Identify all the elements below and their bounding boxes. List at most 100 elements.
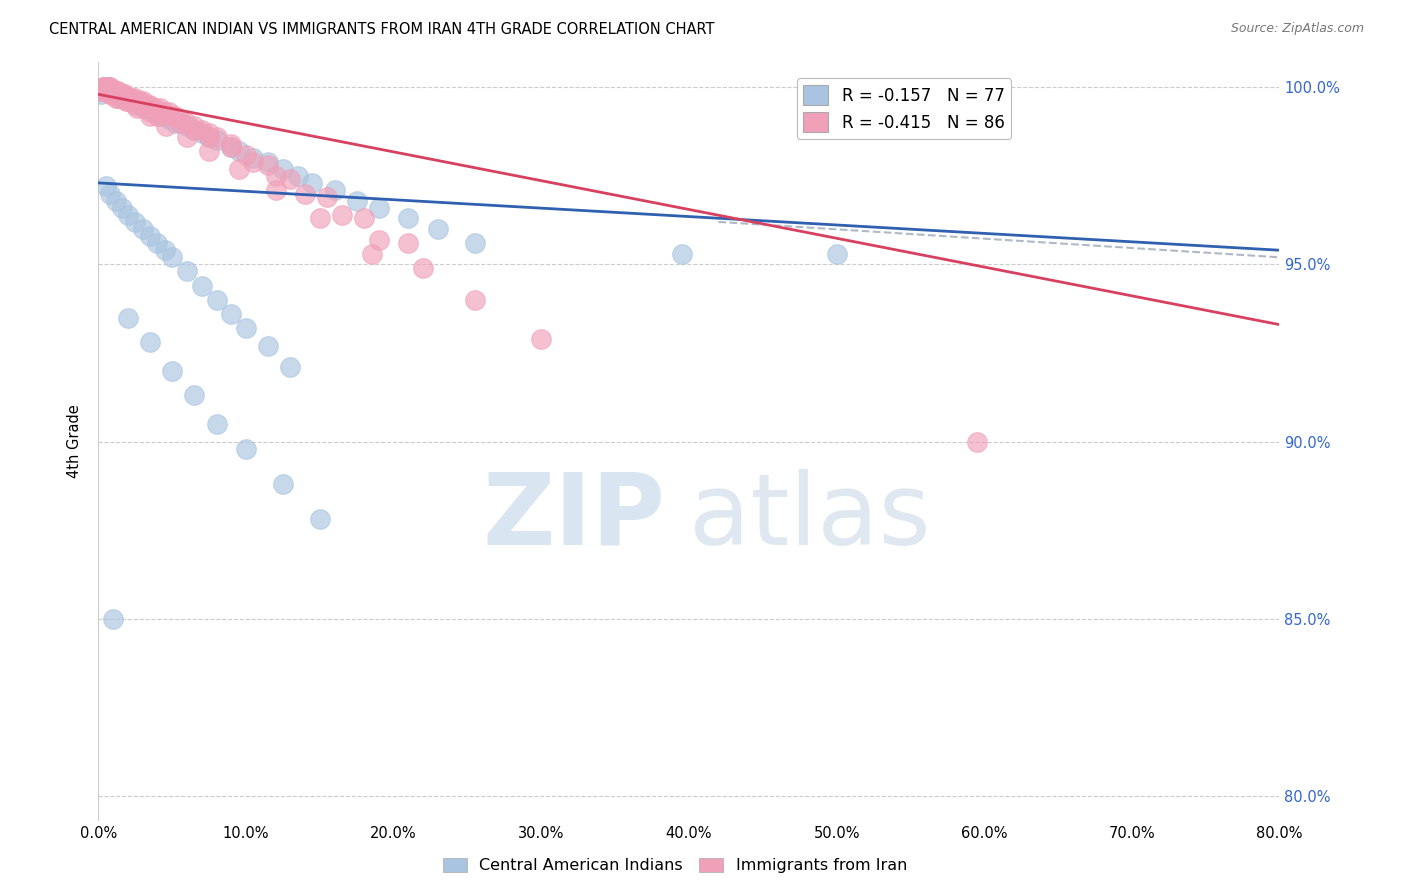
Point — [221, 307, 243, 321]
Point — [162, 250, 183, 264]
Point — [153, 244, 176, 258]
Point — [198, 126, 221, 140]
Point — [127, 95, 149, 109]
Point — [176, 264, 198, 278]
Point — [124, 98, 146, 112]
Point — [671, 246, 693, 260]
Point — [271, 161, 294, 176]
Point — [176, 116, 198, 130]
Point — [105, 84, 128, 98]
Point — [153, 109, 176, 123]
Point — [398, 236, 420, 251]
Point — [530, 332, 553, 346]
Point — [128, 98, 150, 112]
Point — [120, 91, 142, 105]
Point — [257, 154, 280, 169]
Y-axis label: 4th Grade: 4th Grade — [67, 405, 83, 478]
Point — [271, 477, 294, 491]
Point — [139, 335, 162, 350]
Point — [93, 84, 115, 98]
Point — [398, 211, 420, 226]
Point — [205, 417, 228, 431]
Point — [221, 140, 243, 154]
Point — [287, 169, 309, 183]
Point — [191, 278, 214, 293]
Point — [110, 87, 132, 102]
Point — [114, 91, 136, 105]
Point — [228, 161, 250, 176]
Point — [108, 87, 131, 102]
Point — [205, 129, 228, 144]
Point — [316, 190, 339, 204]
Point — [235, 321, 257, 335]
Point — [280, 172, 302, 186]
Point — [157, 109, 180, 123]
Point — [94, 84, 117, 98]
Legend: Central American Indians, Immigrants from Iran: Central American Indians, Immigrants fro… — [436, 851, 914, 880]
Point — [149, 102, 172, 116]
Point — [146, 236, 169, 251]
Point — [117, 208, 139, 222]
Point — [91, 84, 114, 98]
Point — [107, 87, 129, 102]
Point — [242, 154, 264, 169]
Point — [96, 84, 118, 98]
Point — [135, 98, 157, 112]
Text: atlas: atlas — [689, 469, 931, 566]
Point — [125, 102, 148, 116]
Point — [107, 91, 129, 105]
Point — [464, 293, 486, 307]
Point — [153, 105, 176, 120]
Point — [107, 84, 129, 98]
Point — [90, 84, 112, 98]
Point — [346, 194, 368, 208]
Point — [191, 122, 214, 136]
Point — [242, 151, 264, 165]
Point — [105, 194, 128, 208]
Point — [221, 136, 243, 151]
Point — [412, 260, 434, 275]
Point — [183, 119, 205, 133]
Point — [100, 84, 122, 98]
Point — [205, 133, 228, 147]
Point — [139, 102, 162, 116]
Point — [183, 122, 205, 136]
Point — [198, 129, 221, 144]
Point — [104, 84, 127, 98]
Point — [280, 360, 302, 375]
Point — [427, 222, 450, 236]
Point — [120, 91, 142, 105]
Point — [132, 222, 155, 236]
Point — [93, 80, 115, 95]
Point — [124, 95, 146, 109]
Point — [132, 102, 155, 116]
Point — [330, 208, 353, 222]
Point — [111, 91, 134, 105]
Point — [198, 129, 221, 144]
Point — [169, 112, 191, 127]
Point — [112, 91, 135, 105]
Point — [93, 80, 115, 95]
Point — [146, 105, 169, 120]
Point — [464, 236, 486, 251]
Point — [94, 80, 117, 95]
Point — [143, 105, 166, 120]
Point — [198, 144, 221, 158]
Point — [966, 434, 988, 449]
Point — [104, 84, 127, 98]
Point — [98, 84, 121, 98]
Point — [91, 80, 114, 95]
Point — [100, 84, 122, 98]
Point — [117, 310, 139, 325]
Point — [157, 112, 180, 127]
Point — [264, 183, 287, 197]
Point — [368, 201, 391, 215]
Point — [117, 91, 139, 105]
Point — [98, 80, 121, 95]
Point — [183, 122, 205, 136]
Point — [107, 87, 129, 102]
Point — [91, 84, 114, 98]
Point — [368, 233, 391, 247]
Point — [139, 105, 162, 120]
Point — [309, 211, 332, 226]
